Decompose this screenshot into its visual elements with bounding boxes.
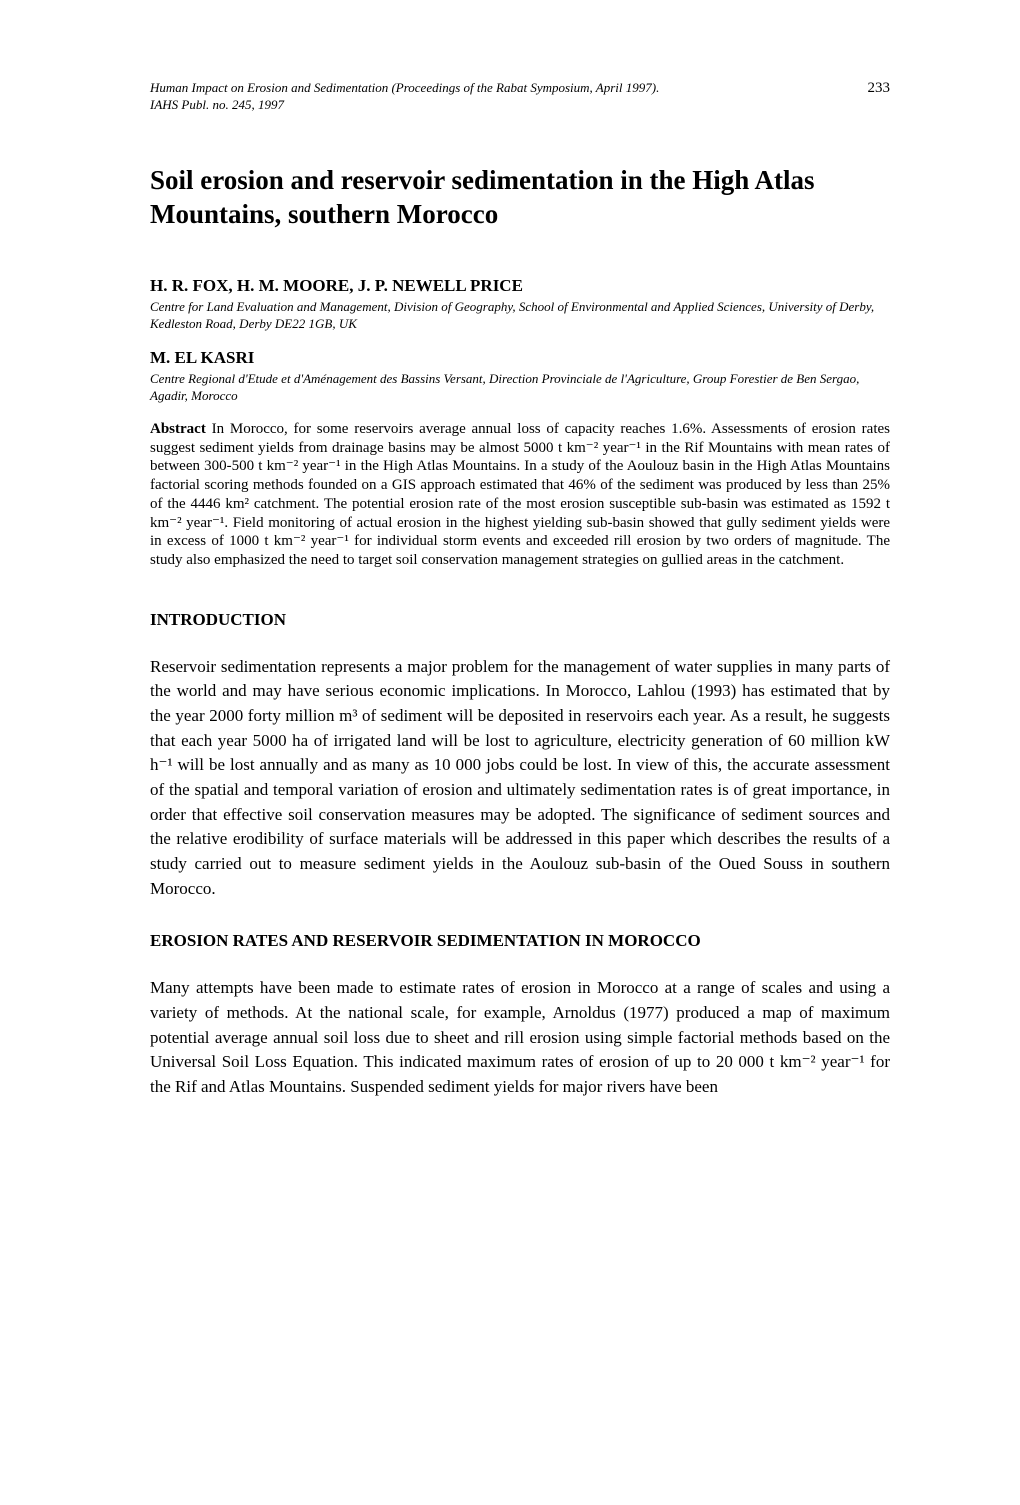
abstract-label: Abstract bbox=[150, 421, 206, 437]
abstract: Abstract In Morocco, for some reservoirs… bbox=[150, 420, 890, 570]
section-heading-introduction: INTRODUCTION bbox=[150, 610, 890, 630]
authors-1: H. R. FOX, H. M. MOORE, J. P. NEWELL PRI… bbox=[150, 276, 890, 296]
section-heading-erosion: EROSION RATES AND RESERVOIR SEDIMENTATIO… bbox=[150, 931, 890, 951]
introduction-paragraph: Reservoir sedimentation represents a maj… bbox=[150, 655, 890, 901]
page-number: 233 bbox=[868, 80, 891, 97]
affiliation-2: Centre Regional d'Etude et d'Aménagement… bbox=[150, 371, 890, 405]
erosion-paragraph: Many attempts have been made to estimate… bbox=[150, 976, 890, 1099]
abstract-text: In Morocco, for some reservoirs average … bbox=[150, 421, 890, 568]
header-line2: IAHS Publ. no. 245, 1997 bbox=[150, 97, 284, 112]
authors-2: M. EL KASRI bbox=[150, 348, 890, 368]
header-line1: Human Impact on Erosion and Sedimentatio… bbox=[150, 80, 659, 95]
author-block-2: M. EL KASRI Centre Regional d'Etude et d… bbox=[150, 348, 890, 405]
author-block-1: H. R. FOX, H. M. MOORE, J. P. NEWELL PRI… bbox=[150, 276, 890, 333]
publication-header: Human Impact on Erosion and Sedimentatio… bbox=[150, 80, 890, 114]
affiliation-1: Centre for Land Evaluation and Managemen… bbox=[150, 299, 890, 333]
paper-title: Soil erosion and reservoir sedimentation… bbox=[150, 164, 890, 232]
